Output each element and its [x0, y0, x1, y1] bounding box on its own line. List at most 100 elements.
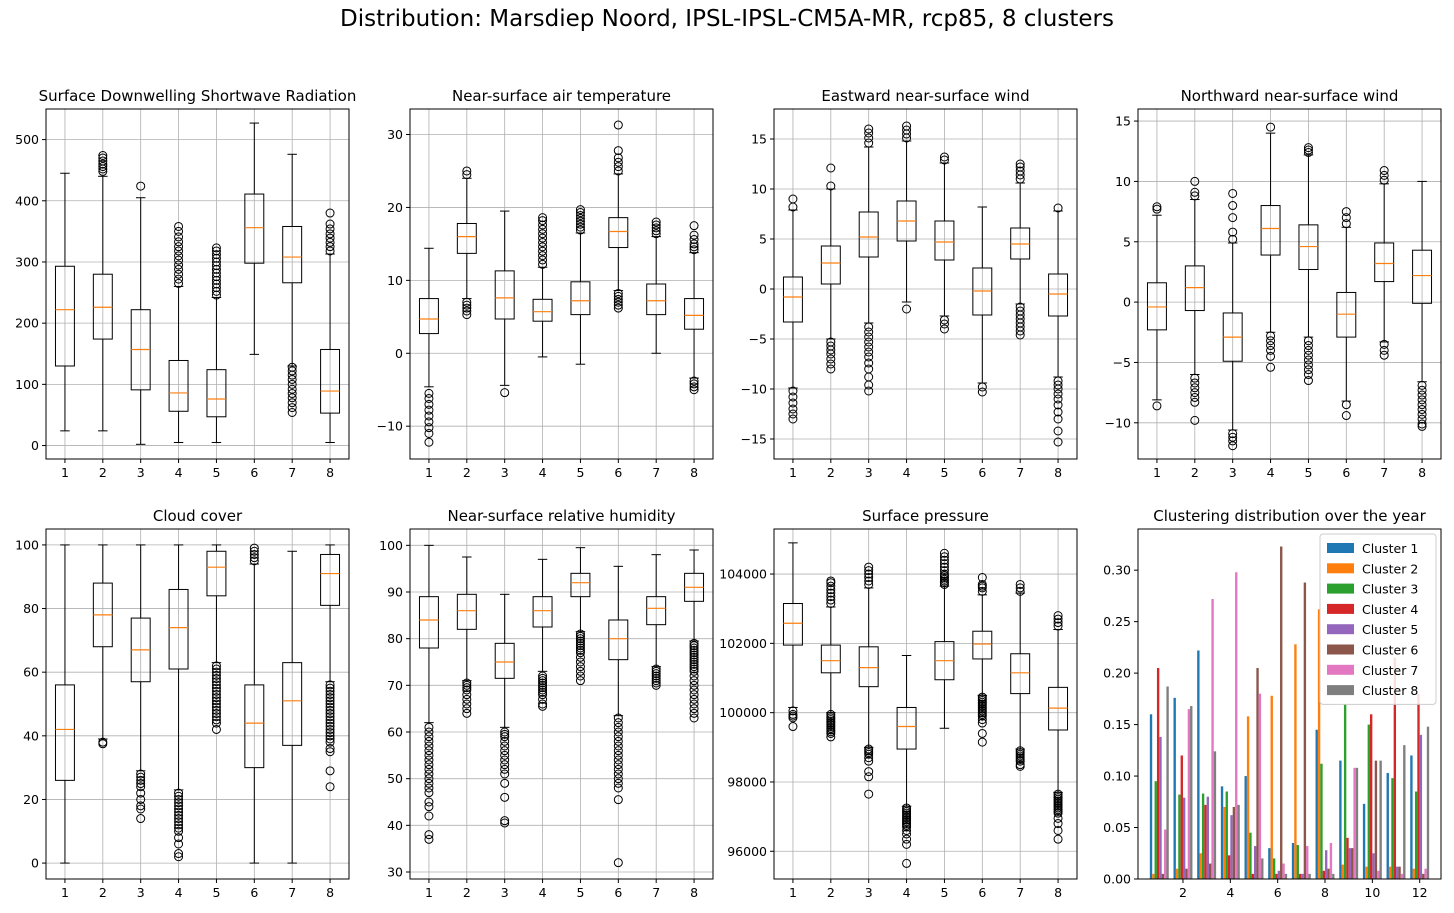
- outlier-point: [651, 220, 661, 230]
- x-tick-label: 6: [978, 465, 986, 480]
- outlier-point: [462, 310, 472, 320]
- y-tick-label: 400: [15, 193, 39, 208]
- outlier-point: [1152, 202, 1162, 212]
- outlier-point: [1053, 825, 1063, 835]
- box-cluster-3: [494, 210, 515, 398]
- outlier-point: [211, 257, 221, 267]
- outlier-point: [500, 816, 510, 826]
- y-tick-label: −15: [741, 432, 767, 447]
- x-tick-label: 4: [175, 885, 183, 900]
- outlier-point: [788, 409, 798, 419]
- outlier-point: [174, 849, 184, 859]
- outlier-point: [575, 648, 585, 658]
- y-tick-label: −10: [741, 382, 767, 397]
- bar: [1343, 704, 1347, 879]
- outlier-point: [575, 676, 585, 686]
- box-cluster-1: [418, 247, 439, 447]
- outlier-point: [902, 839, 912, 849]
- outlier-point: [689, 662, 699, 672]
- y-tick-label: 0.10: [1103, 769, 1131, 784]
- outlier-point: [689, 655, 699, 665]
- box-cluster-6: [244, 543, 265, 864]
- x-tick-label: 4: [903, 885, 911, 900]
- outlier-point: [1015, 159, 1025, 169]
- outlier-point: [1053, 380, 1063, 390]
- box-iqr: [206, 369, 227, 418]
- outlier-point: [826, 364, 836, 374]
- outlier-point: [864, 133, 874, 143]
- outlier-point: [136, 804, 146, 814]
- outlier-point: [249, 556, 259, 566]
- outlier-point: [575, 662, 585, 672]
- outlier-point: [325, 686, 335, 696]
- outlier-point: [1417, 419, 1427, 429]
- box-cluster-6: [608, 565, 629, 868]
- bar: [1235, 572, 1238, 879]
- bar: [1251, 873, 1254, 879]
- outlier-point: [174, 264, 184, 274]
- outlier-point: [939, 552, 949, 562]
- outlier-point: [575, 652, 585, 662]
- box-cluster-8: [684, 549, 705, 723]
- outlier-point: [1228, 227, 1238, 237]
- outlier-point: [1015, 330, 1025, 340]
- outlier-point: [864, 579, 874, 589]
- bar: [1329, 842, 1333, 879]
- box-cluster-7: [1374, 166, 1395, 360]
- bar: [1346, 837, 1349, 879]
- outlier-point: [174, 817, 184, 827]
- outlier-point: [651, 217, 661, 227]
- box-cluster-5: [206, 544, 227, 734]
- legend-label: Cluster 5: [1362, 622, 1418, 637]
- outlier-point: [174, 260, 184, 270]
- outlier-point: [211, 261, 221, 271]
- outlier-point: [325, 709, 335, 719]
- y-tick-label: 0: [31, 856, 39, 871]
- x-tick-label: 8: [326, 465, 334, 480]
- outlier-point: [689, 676, 699, 686]
- y-tick-label: 40: [23, 728, 39, 743]
- outlier-point: [902, 125, 912, 135]
- box-cluster-7: [282, 550, 303, 864]
- outlier-point: [1417, 405, 1427, 415]
- outlier-point: [325, 728, 335, 738]
- outlier-point: [174, 804, 184, 814]
- bar: [1156, 667, 1160, 879]
- x-tick-label: 5: [940, 465, 948, 480]
- outlier-point: [1053, 414, 1063, 424]
- box-iqr: [282, 662, 303, 746]
- bar: [1225, 791, 1228, 879]
- outlier-point: [1053, 407, 1063, 417]
- outlier-point: [864, 128, 874, 138]
- outlier-point: [1190, 191, 1200, 201]
- bar: [1232, 806, 1236, 879]
- y-tick-label: 100: [379, 538, 403, 553]
- outlier-point: [689, 708, 699, 718]
- bar: [1178, 794, 1181, 879]
- outlier-point: [211, 661, 221, 671]
- y-tick-label: 15: [751, 132, 767, 147]
- box-cluster-1: [54, 544, 75, 864]
- outlier-point: [826, 349, 836, 359]
- outlier-point: [689, 242, 699, 252]
- outlier-point: [613, 764, 623, 774]
- outlier-point: [424, 834, 434, 844]
- box-iqr: [54, 265, 75, 367]
- outlier-point: [500, 769, 510, 779]
- bar: [1201, 793, 1205, 879]
- outlier-point: [500, 764, 510, 774]
- box-iqr: [1010, 653, 1031, 695]
- outlier-point: [325, 246, 335, 256]
- outlier-point: [287, 362, 297, 372]
- legend-label: Cluster 1: [1362, 541, 1418, 556]
- box-cluster-2: [820, 163, 841, 374]
- outlier-point: [689, 221, 699, 231]
- x-tick-label: 7: [288, 885, 296, 900]
- subplot-title: Near-surface relative humidity: [447, 507, 675, 525]
- x-tick-label: 5: [576, 465, 584, 480]
- bar: [1365, 866, 1368, 879]
- outlier-point: [1053, 621, 1063, 631]
- outlier-point: [864, 576, 874, 586]
- outlier-point: [174, 798, 184, 808]
- outlier-point: [826, 354, 836, 364]
